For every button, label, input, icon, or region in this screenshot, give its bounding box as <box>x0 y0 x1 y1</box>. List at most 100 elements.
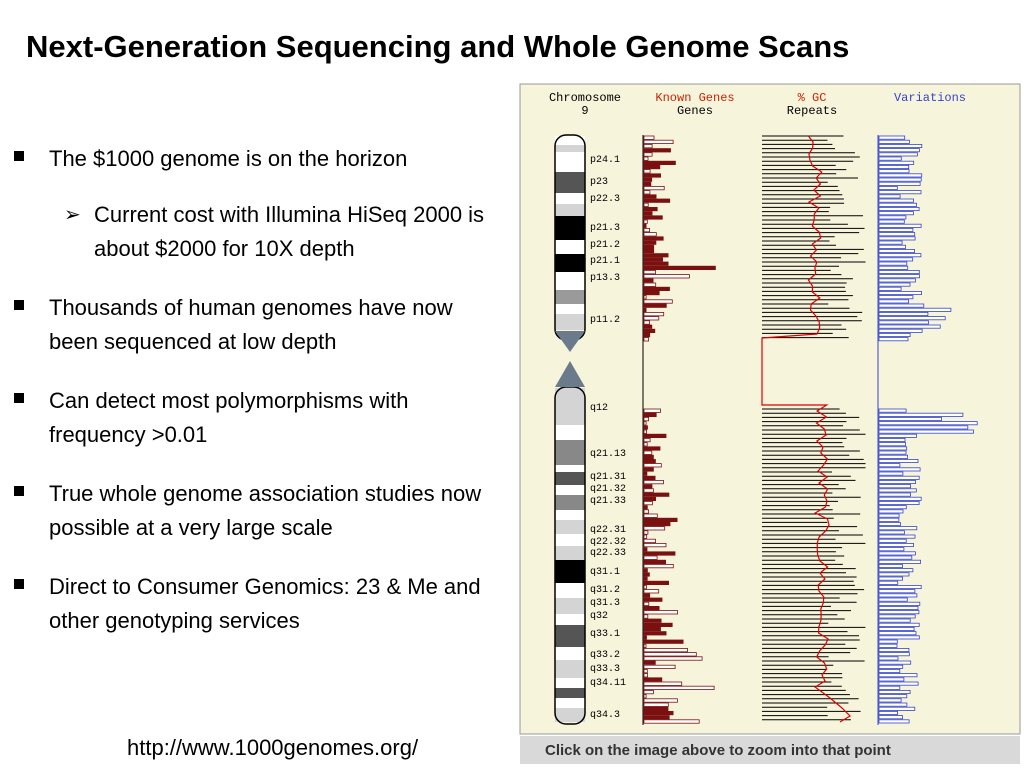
gene-bar[interactable] <box>643 232 657 237</box>
gene-bar[interactable] <box>643 589 660 594</box>
variation-bar[interactable] <box>878 639 898 644</box>
variation-bar[interactable] <box>878 177 922 182</box>
gene-bar[interactable] <box>643 559 667 565</box>
repeats-track[interactable] <box>761 135 866 723</box>
variation-bar[interactable] <box>878 307 952 312</box>
gene-bar[interactable] <box>643 148 671 153</box>
variation-bar[interactable] <box>878 143 923 148</box>
gene-bar[interactable] <box>643 278 654 283</box>
gene-bar[interactable] <box>643 471 648 476</box>
variation-bar[interactable] <box>878 253 922 258</box>
gene-bar[interactable] <box>643 719 700 724</box>
variation-bar[interactable] <box>878 589 916 594</box>
variation-bar[interactable] <box>878 614 916 619</box>
gene-bar[interactable] <box>643 627 661 632</box>
variation-bar[interactable] <box>878 538 907 543</box>
variation-bar[interactable] <box>878 513 900 518</box>
variation-bar[interactable] <box>878 194 901 199</box>
gene-bar[interactable] <box>643 181 652 186</box>
gene-bar[interactable] <box>643 463 662 468</box>
chromosome-band[interactable] <box>555 698 585 708</box>
variation-bar[interactable] <box>878 488 917 493</box>
gene-bar[interactable] <box>643 248 655 254</box>
gene-bar[interactable] <box>643 614 649 619</box>
chromosome-band[interactable] <box>555 510 585 520</box>
variation-bar[interactable] <box>878 206 920 211</box>
variation-bar[interactable] <box>878 597 908 602</box>
chromosome-band[interactable] <box>555 204 585 216</box>
gene-bar[interactable] <box>643 303 667 308</box>
variation-bar[interactable] <box>878 559 921 564</box>
gene-bar[interactable] <box>643 496 657 502</box>
chromosome-band[interactable] <box>555 388 585 425</box>
gene-bar[interactable] <box>643 152 653 157</box>
gene-bar[interactable] <box>643 265 716 271</box>
gene-bar[interactable] <box>643 307 647 313</box>
variation-bar[interactable] <box>878 164 910 169</box>
variation-bar[interactable] <box>878 500 920 505</box>
gene-bar[interactable] <box>643 690 654 695</box>
variation-bar[interactable] <box>878 328 923 333</box>
gene-bar[interactable] <box>643 543 667 548</box>
variation-bar[interactable] <box>878 211 914 216</box>
variation-bar[interactable] <box>878 274 920 279</box>
variation-bar[interactable] <box>878 337 909 342</box>
variation-bar[interactable] <box>878 706 916 711</box>
gene-bar[interactable] <box>643 324 653 329</box>
gene-bar[interactable] <box>643 635 647 640</box>
gene-bar[interactable] <box>643 597 663 602</box>
gene-bar[interactable] <box>643 143 653 149</box>
gene-bar[interactable] <box>643 479 664 485</box>
variation-bar[interactable] <box>878 685 901 690</box>
gene-bar[interactable] <box>643 269 656 275</box>
gene-bar[interactable] <box>643 421 647 426</box>
variation-bar[interactable] <box>878 416 942 421</box>
variation-bar[interactable] <box>878 148 920 153</box>
variation-bar[interactable] <box>878 442 907 447</box>
variation-bar[interactable] <box>878 320 929 325</box>
chromosome-band[interactable] <box>555 425 585 440</box>
variation-bar[interactable] <box>878 236 916 241</box>
variations-track[interactable] <box>877 135 978 725</box>
gene-bar[interactable] <box>643 618 662 623</box>
variation-bar[interactable] <box>878 652 910 657</box>
gene-bar[interactable] <box>643 702 669 707</box>
variation-bar[interactable] <box>878 715 904 720</box>
gene-bar[interactable] <box>643 316 660 321</box>
variation-bar[interactable] <box>878 463 901 468</box>
variation-bar[interactable] <box>878 534 916 539</box>
gene-bar[interactable] <box>643 425 648 430</box>
variation-bar[interactable] <box>878 677 905 682</box>
variation-bar[interactable] <box>878 664 904 669</box>
variation-bar[interactable] <box>878 450 907 455</box>
gene-bar[interactable] <box>643 555 658 560</box>
chromosome-band[interactable] <box>555 647 585 660</box>
variation-bar[interactable] <box>878 660 912 665</box>
gene-bar[interactable] <box>643 538 656 544</box>
gene-bar[interactable] <box>643 286 670 292</box>
gene-bar[interactable] <box>643 500 653 506</box>
gene-bar[interactable] <box>643 156 649 161</box>
gene-bar[interactable] <box>643 454 654 460</box>
variation-bar[interactable] <box>878 458 919 463</box>
chromosome-ideogram[interactable] <box>554 134 586 725</box>
variation-bar[interactable] <box>878 572 910 577</box>
gene-bar[interactable] <box>643 576 648 581</box>
variation-bar[interactable] <box>878 467 921 472</box>
gene-bar[interactable] <box>643 282 657 287</box>
gene-bar[interactable] <box>643 601 650 607</box>
gene-bar[interactable] <box>643 509 649 514</box>
chromosome-view[interactable]: Chromosome 9 Known Genes Genes % GC Repe… <box>516 82 1024 768</box>
variation-bar[interactable] <box>878 643 898 648</box>
gene-bar[interactable] <box>643 698 678 703</box>
gene-bar[interactable] <box>643 429 647 434</box>
variation-bar[interactable] <box>878 152 918 157</box>
variation-bar[interactable] <box>878 522 901 527</box>
genes-track[interactable] <box>642 135 716 725</box>
gene-bar[interactable] <box>643 660 656 665</box>
variation-bar[interactable] <box>878 244 907 249</box>
variation-bar[interactable] <box>878 690 911 695</box>
gene-bar[interactable] <box>643 206 658 212</box>
variation-bar[interactable] <box>878 698 902 703</box>
gene-bar[interactable] <box>643 198 671 203</box>
